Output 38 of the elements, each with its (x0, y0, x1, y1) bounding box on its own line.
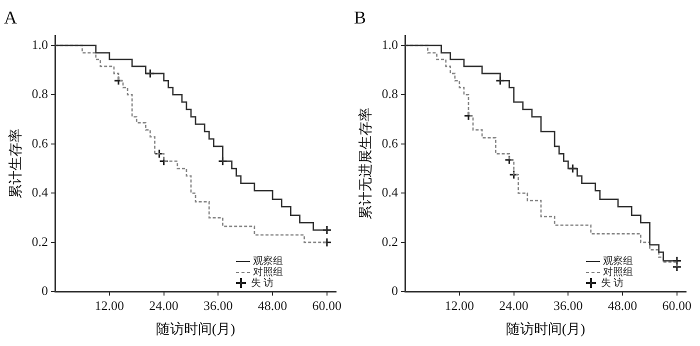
x-tick-label: 24.00 (499, 298, 528, 313)
point (509, 170, 519, 180)
y-tick-label: 0.4 (382, 184, 399, 200)
x-tick-label: 60.00 (312, 298, 342, 313)
legend-label: 观察组 (253, 256, 283, 267)
y-tick-label: 1.0 (382, 36, 398, 52)
point (145, 68, 156, 78)
x-axis-title: 随访时间(月) (156, 321, 236, 338)
y-tick-label: 0.6 (382, 135, 399, 150)
x-axis-title: 随访时间(月) (506, 321, 586, 338)
y-tick-label: 0.4 (32, 184, 49, 200)
y-tick-label: 0.2 (32, 234, 48, 249)
legend-label: 失 访 (251, 278, 274, 289)
y-tick-label: 0.8 (382, 86, 398, 102)
chart-title: B (354, 8, 366, 28)
x-tick-label: 60.00 (662, 298, 692, 313)
x-tick-label: 24.00 (149, 298, 178, 313)
y-tick-label: 1.0 (32, 36, 48, 52)
x-tick-label: 12.00 (444, 298, 474, 313)
y-tick-label: 0.8 (32, 86, 48, 102)
point (568, 164, 578, 174)
x-tick-label: 36.00 (554, 298, 583, 313)
y-tick-label: 0 (392, 283, 398, 298)
x-tick-label: 48.00 (258, 298, 288, 313)
legend-label: 观察组 (603, 256, 633, 267)
y-axis-title: 累计生存率 (8, 128, 24, 199)
chart-title: A (4, 8, 17, 28)
x-tick-label: 48.00 (608, 298, 638, 313)
y-tick-label: 0.2 (382, 234, 398, 249)
y-tick-label: 0.6 (32, 135, 49, 150)
point (672, 262, 682, 272)
y-axis-title: 累计无进展生存率 (358, 108, 374, 220)
y-tick-label: 0 (42, 283, 48, 298)
x-tick-label: 12.00 (94, 298, 124, 313)
legend-label: 对照组 (253, 266, 283, 278)
x-tick-label: 36.00 (204, 298, 233, 313)
legend-label: 对照组 (603, 266, 633, 278)
legend-label: 失 访 (601, 278, 624, 289)
